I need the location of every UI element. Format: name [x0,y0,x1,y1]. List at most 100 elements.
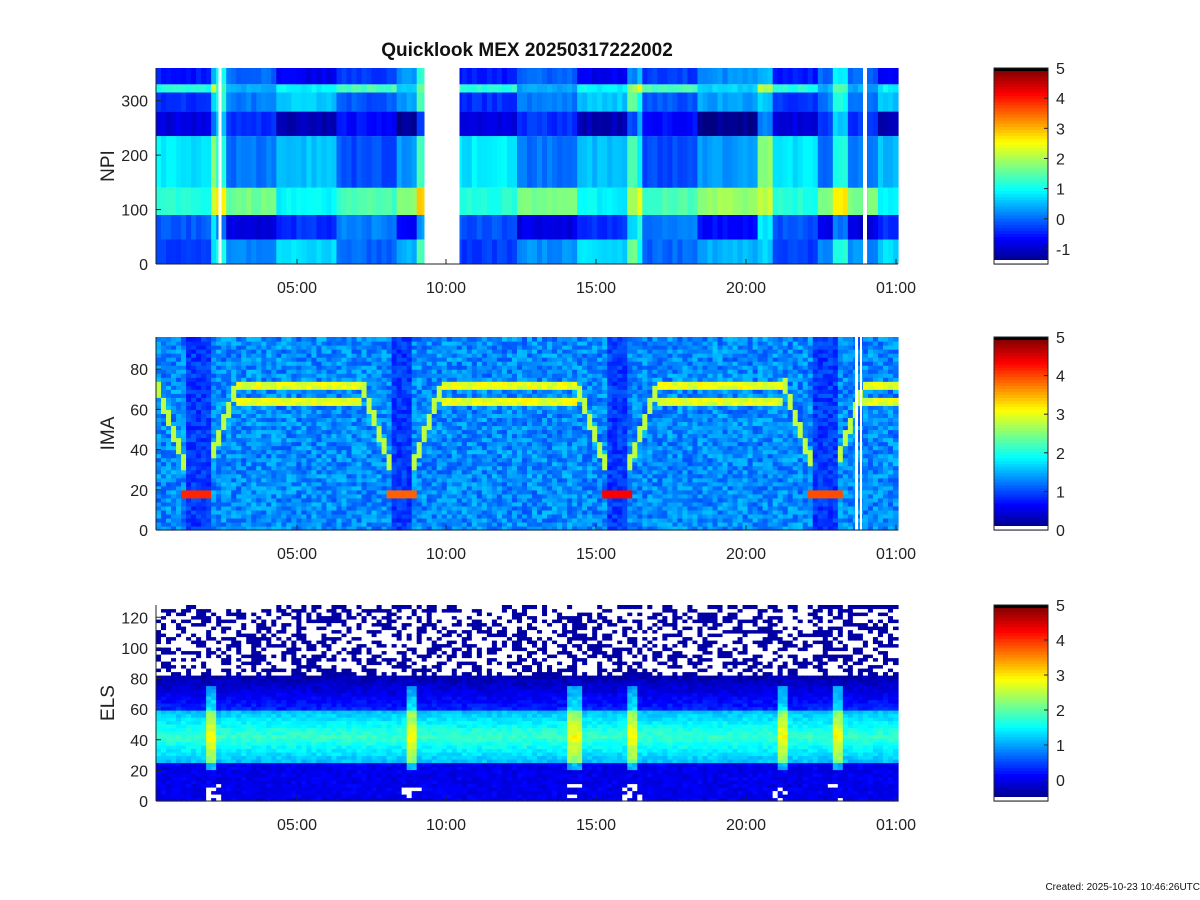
ima-cell [486,345,493,350]
npi-cell [346,111,353,137]
npi-cell [867,68,874,85]
ima-cell [336,413,343,419]
ima-cell [537,393,543,398]
npi-cell [191,136,197,188]
ima-cell [461,493,468,499]
ima-cell [436,505,443,511]
npi-cell [742,187,749,215]
ima-cell [246,417,252,423]
ima-cell [346,469,353,475]
ima-cell [201,377,207,382]
ima-cell [456,389,463,394]
ima-cell [331,417,338,423]
ima-cell [231,433,237,439]
npi-cell [291,215,297,240]
npi-cell [847,84,854,93]
ima-cell [436,369,443,374]
ima-cell [281,445,287,451]
npi-cell [667,92,673,112]
npi-cell [181,239,187,264]
ima-cell [346,365,353,370]
ima-cell [361,501,368,507]
npi-cell [652,215,658,240]
npi-cell [481,68,488,85]
ima-cell [511,405,518,410]
ima-cell [301,493,307,499]
ima-cell [456,449,463,455]
ima-cell [251,433,257,439]
npi-cell [692,111,699,137]
ima-cell [216,369,222,374]
ima-cell [406,441,413,447]
ima-cell [396,461,403,467]
ima-cell [351,445,358,451]
ima-cell [181,449,187,455]
ima-cell [291,357,297,362]
ima-cell [321,401,328,406]
ima-cell [171,493,177,499]
ima-cell [396,401,403,406]
ima-cell [241,509,247,515]
ima-cell [411,373,418,378]
npi-cell [702,136,709,188]
ima-cell [171,393,177,398]
colorbar-frame [993,67,1049,265]
ima-cell [521,397,528,402]
ima-cell [426,497,433,503]
npi-cell [592,187,598,215]
ima-cell [321,501,328,507]
ima-cell [176,481,182,487]
ima-cell [401,497,408,503]
ima-cell [236,341,242,346]
npi-cell [351,111,358,137]
ima-cell [441,429,448,435]
ima-cell [351,365,358,370]
ima-cell [206,393,212,398]
npi-cell [511,111,518,137]
ima-cell [376,369,383,374]
ima-cell [381,497,388,503]
ima-cell [501,461,508,467]
ima-cell [356,421,363,427]
ima-cell [391,497,398,503]
ima-cell [196,485,202,491]
ima-cell [181,513,187,519]
ima-cell [341,373,348,378]
ima-cell [236,461,242,467]
npi-cell [501,239,508,264]
npi-cell [762,111,769,137]
npi-cell [386,239,393,264]
npi-cell [627,111,633,137]
ima-cell [361,489,368,495]
npi-cell [241,136,247,188]
ima-cell [411,513,418,519]
ima-cell [221,525,227,531]
ima-cell [306,481,313,487]
ima-cell [296,345,302,350]
ima-cell [456,401,463,406]
npi-cell [577,136,583,188]
ima-cell [346,389,353,394]
ima-cell [331,445,338,451]
npi-cell [266,136,272,188]
ima-cell [426,365,433,370]
ima-cell [321,493,328,499]
ima-cell [476,433,483,439]
ima-cell [441,365,448,370]
ima-cell [532,501,538,507]
ima-cell [381,401,388,406]
ima-cell [231,389,237,394]
ima-cell [186,373,192,378]
npi-cell [627,92,633,112]
npi-cell [516,68,523,85]
ima-cell [491,441,498,447]
ima-cell [426,449,433,455]
ima-cell [211,341,217,346]
ima-cell [396,477,403,483]
ima-cell [231,517,237,523]
npi-cell [491,187,498,215]
ima-cell [506,449,513,455]
npi-cell [336,215,343,240]
ima-cell [431,437,438,443]
ima-cell [171,401,177,406]
